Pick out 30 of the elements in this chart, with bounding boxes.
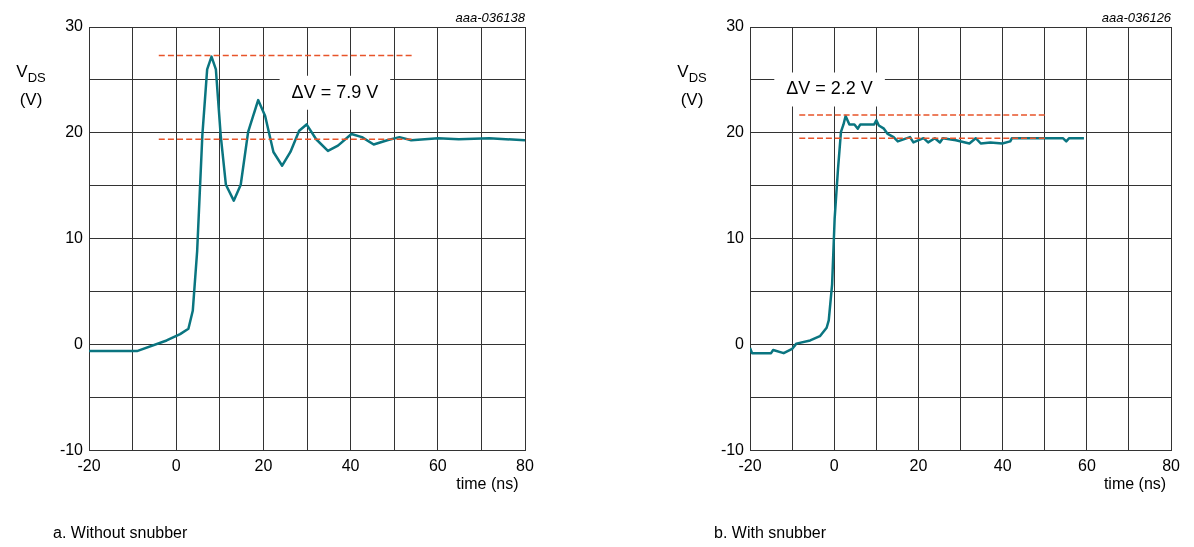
x-axis-title: time (ns) (456, 475, 519, 493)
x-tick-label: -20 (738, 456, 762, 474)
text: a. Without snubber (53, 523, 188, 541)
y-tick-label: 10 (726, 229, 745, 247)
y-tick-label: 30 (726, 17, 745, 35)
annotation: ΔV = 7.9 V (291, 81, 379, 102)
x-tick-label: 0 (829, 456, 839, 474)
x-tick-label: 40 (993, 456, 1012, 474)
y-tick-label: -10 (720, 441, 745, 459)
x-tick-label: 60 (428, 456, 447, 474)
x-tick-label: -20 (77, 456, 101, 474)
y-tick-label: -10 (59, 441, 84, 459)
x-tick-label: 60 (1077, 456, 1096, 474)
x-tick-label: 20 (254, 456, 273, 474)
x-tick-label: 0 (171, 456, 181, 474)
text: aaa-036138 (455, 10, 526, 26)
y-tick-label: 0 (74, 335, 84, 353)
y-tick-label: 10 (65, 229, 84, 247)
y-tick-label: 30 (65, 17, 84, 35)
y-tick-label: 20 (65, 123, 84, 141)
x-tick-label: 40 (341, 456, 360, 474)
text: b. With snubber (714, 523, 827, 541)
x-tick-label: 80 (516, 456, 534, 474)
y-tick-label: 0 (735, 335, 745, 353)
annotation: ΔV = 2.2 V (786, 78, 873, 99)
x-axis-title: time (ns) (1103, 475, 1167, 493)
x-tick-label: 20 (909, 456, 928, 474)
x-tick-label: 80 (1162, 456, 1181, 474)
text: aaa-036126 (1101, 10, 1172, 26)
y-tick-label: 20 (726, 123, 745, 141)
